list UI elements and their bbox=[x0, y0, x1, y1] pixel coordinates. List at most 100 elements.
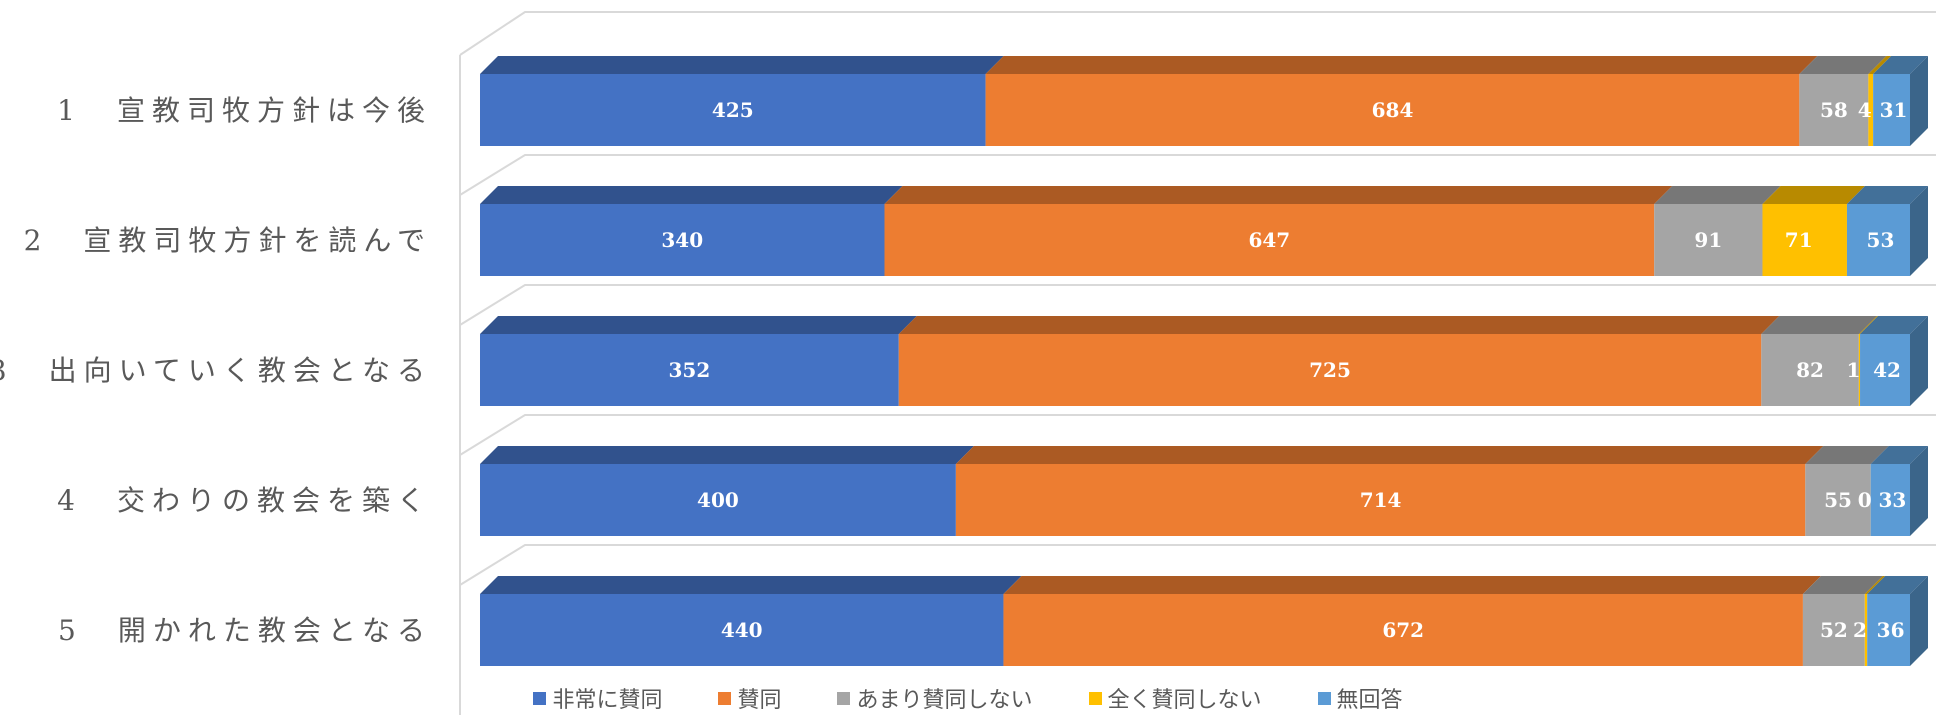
bar-row bbox=[480, 186, 1928, 276]
bar-row bbox=[480, 56, 1928, 146]
data-label: 1 bbox=[1846, 358, 1860, 382]
data-label: 714 bbox=[1360, 488, 1402, 512]
data-label: 2 bbox=[1853, 618, 1867, 642]
legend-label: 賛同 bbox=[737, 688, 782, 713]
bar-front-face bbox=[1762, 204, 1847, 276]
bar-front-face bbox=[480, 204, 885, 276]
bar-top-face bbox=[1762, 186, 1865, 204]
legend-label: あまり賛同しない bbox=[856, 688, 1033, 713]
data-label: 36 bbox=[1877, 618, 1905, 642]
category-label: 1 宣教司牧方針は今後 bbox=[57, 94, 432, 127]
data-label: 33 bbox=[1878, 488, 1906, 512]
legend-label: 無回答 bbox=[1336, 688, 1403, 713]
legend-swatch bbox=[1317, 691, 1331, 705]
data-label: 440 bbox=[721, 618, 763, 642]
bar-side-face bbox=[1910, 576, 1928, 666]
data-label: 352 bbox=[669, 358, 711, 382]
bar-top-face bbox=[480, 446, 974, 464]
bar-segment bbox=[1858, 316, 1879, 406]
bar-top-face bbox=[1870, 446, 1928, 464]
bar-front-face bbox=[1802, 594, 1865, 666]
bar-top-face bbox=[1868, 56, 1892, 74]
bar-top-face bbox=[955, 446, 1824, 464]
bar-segment bbox=[480, 446, 974, 536]
bar-top-face bbox=[1003, 576, 1821, 594]
bar-row bbox=[480, 446, 1928, 536]
bar-top-face bbox=[1761, 316, 1877, 334]
data-label: 55 bbox=[1824, 488, 1852, 512]
data-label: 647 bbox=[1248, 228, 1290, 252]
data-label: 340 bbox=[661, 228, 703, 252]
bar-segment bbox=[1873, 56, 1928, 146]
data-labels: 425 684 58 4 31 340 647 91 71 53 352 725 82 1 42 400 714… bbox=[661, 98, 1907, 642]
bar-segment bbox=[1003, 576, 1821, 666]
data-label: 684 bbox=[1372, 98, 1414, 122]
data-label: 31 bbox=[1880, 98, 1908, 122]
bar-segment bbox=[480, 186, 903, 276]
legend-swatch bbox=[837, 691, 851, 705]
data-label: 425 bbox=[712, 98, 754, 122]
bar-side-face bbox=[1910, 56, 1928, 146]
data-label: 42 bbox=[1873, 358, 1901, 382]
legend-swatch bbox=[1088, 691, 1102, 705]
data-label: 71 bbox=[1785, 228, 1813, 252]
category-label: 5 開かれた教会となる bbox=[58, 614, 432, 647]
bar-top-face bbox=[1873, 56, 1928, 74]
bar-segment bbox=[1761, 316, 1877, 406]
bar-top-face bbox=[1805, 446, 1889, 464]
bar-top-face bbox=[480, 316, 917, 334]
legend-item: 非常に賛同 bbox=[533, 683, 662, 713]
bar-front-face bbox=[1867, 594, 1910, 666]
category-labels: 1 宣教司牧方針は今後 2 宣教司牧方針を読んで 3 出向いていく教会となる 4 交わ… bbox=[0, 94, 432, 647]
legend-item: 全く賛同しない bbox=[1088, 683, 1262, 713]
legend-label: 全く賛同しない bbox=[1107, 688, 1262, 713]
category-label: 2 宣教司牧方針を読んで bbox=[24, 224, 432, 257]
bar-front-face bbox=[480, 464, 956, 536]
data-label: 400 bbox=[697, 488, 739, 512]
bar-segment bbox=[1805, 446, 1889, 536]
data-label: 672 bbox=[1382, 618, 1424, 642]
legend-label: 非常に賛同 bbox=[552, 688, 663, 713]
bar-segment bbox=[1860, 316, 1928, 406]
gridline-4 bbox=[459, 544, 1936, 586]
bar-segment bbox=[985, 56, 1818, 146]
bar-front-face bbox=[1864, 594, 1868, 666]
bar-top-face bbox=[1799, 56, 1887, 74]
bar-top-face bbox=[1846, 186, 1928, 204]
bar-top-face bbox=[898, 316, 1780, 334]
bar-row bbox=[480, 576, 1928, 666]
bar-front-face bbox=[480, 74, 986, 146]
data-label: 52 bbox=[1820, 618, 1848, 642]
bar-top-face bbox=[985, 56, 1818, 74]
bar-front-face bbox=[1868, 74, 1874, 146]
bar-front-face bbox=[898, 334, 1762, 406]
legend-item: あまり賛同しない bbox=[837, 683, 1033, 713]
bar-segment bbox=[480, 56, 1004, 146]
bar-top-face bbox=[1858, 316, 1879, 334]
bar-segment bbox=[1867, 576, 1928, 666]
bar-top-face bbox=[1654, 186, 1781, 204]
bar-row bbox=[480, 316, 1928, 406]
bar-front-face bbox=[985, 74, 1800, 146]
bar-segment bbox=[1802, 576, 1883, 666]
bar-front-face bbox=[1870, 464, 1910, 536]
bar-side-face bbox=[1910, 316, 1928, 406]
chart-back-wall bbox=[459, 11, 1936, 715]
bar-segment bbox=[1762, 186, 1865, 276]
bar-front-face bbox=[1761, 334, 1859, 406]
bar-segment bbox=[884, 186, 1673, 276]
gridline-2 bbox=[459, 284, 1936, 326]
legend-item: 無回答 bbox=[1317, 683, 1403, 713]
bar-front-face bbox=[1860, 334, 1910, 406]
data-label: 725 bbox=[1309, 358, 1351, 382]
bar-front-face bbox=[1654, 204, 1763, 276]
bar-segment bbox=[898, 316, 1780, 406]
data-label: 58 bbox=[1820, 98, 1848, 122]
gridline-3 bbox=[459, 414, 1936, 456]
bar-segment bbox=[1868, 56, 1892, 146]
bar-top-face bbox=[884, 186, 1673, 204]
data-label: 0 bbox=[1858, 488, 1872, 512]
bar-top-face bbox=[480, 186, 903, 204]
bar-front-face bbox=[1873, 74, 1910, 146]
legend-swatch bbox=[533, 691, 547, 705]
